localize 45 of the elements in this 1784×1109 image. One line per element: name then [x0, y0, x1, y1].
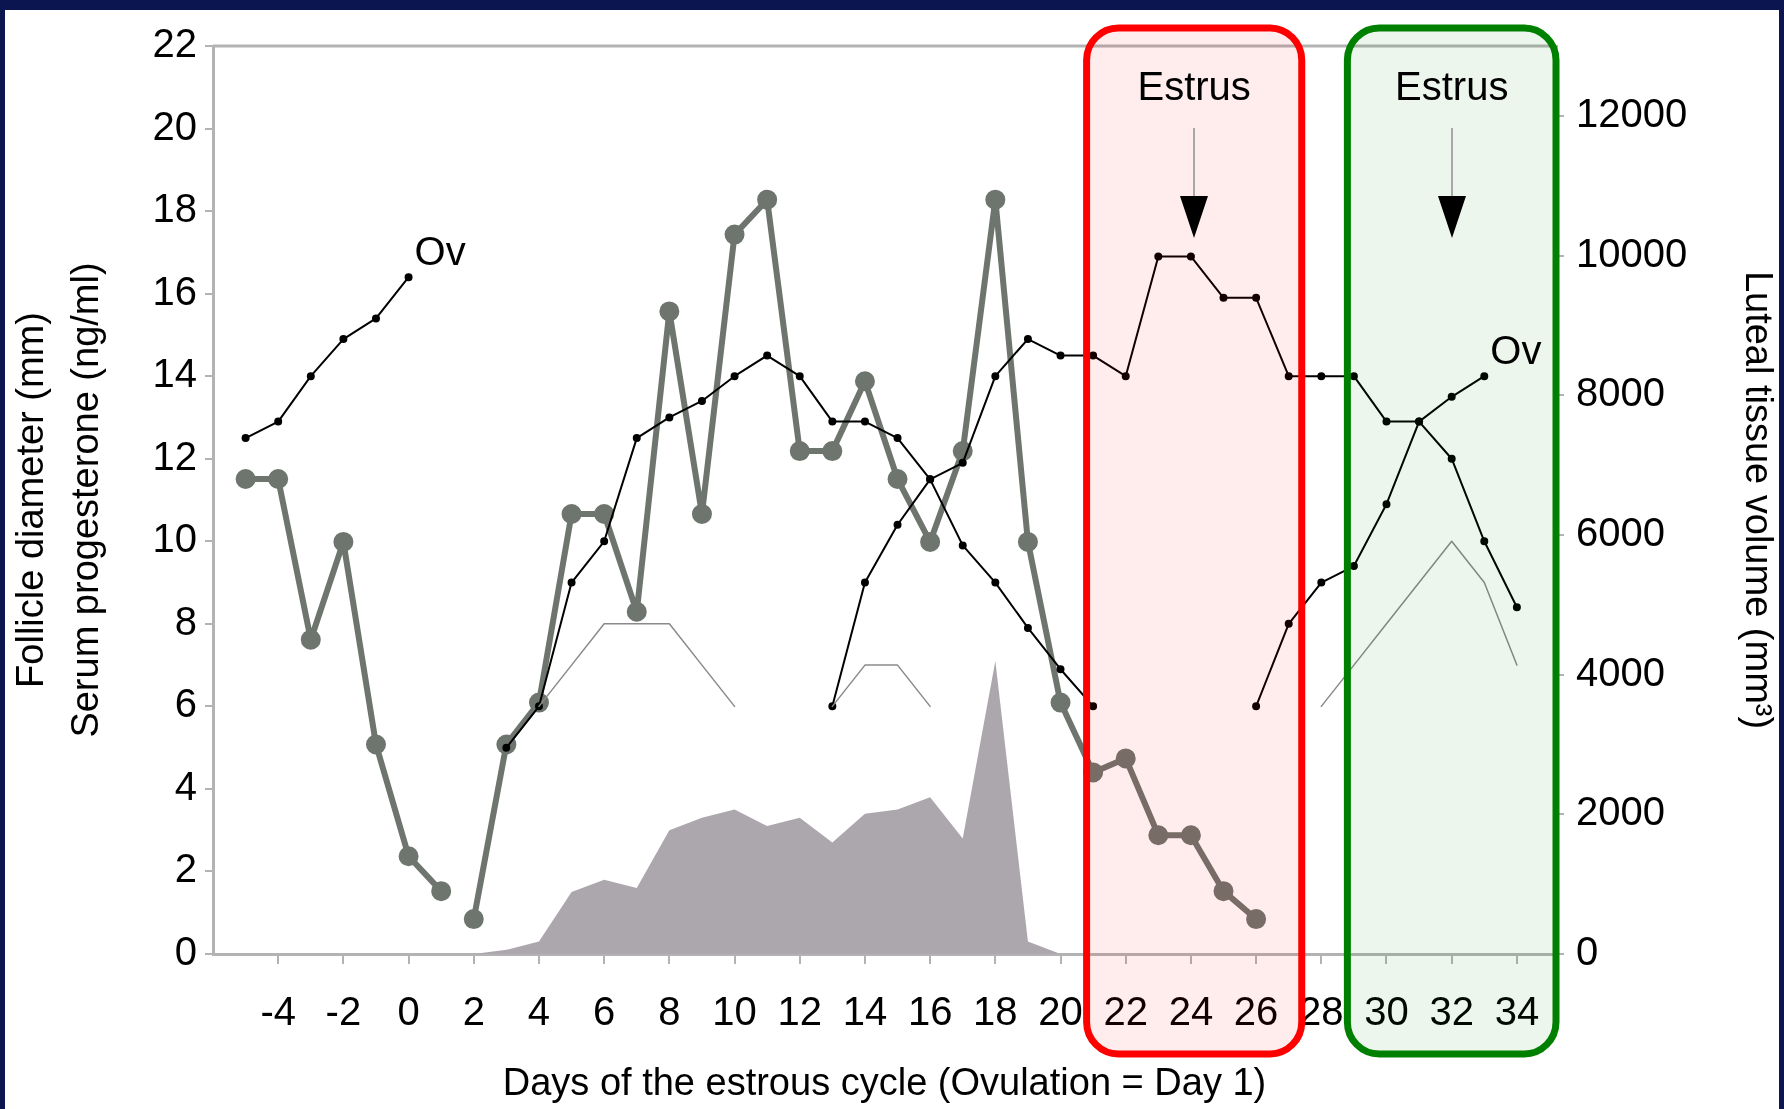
- band-label: Estrus: [1395, 64, 1509, 108]
- y-tick-label: 2: [174, 846, 197, 891]
- x-tick-label: 32: [1429, 989, 1474, 1034]
- y2-tick-label: 4000: [1576, 649, 1665, 694]
- x-tick-label: 12: [777, 989, 822, 1034]
- y2-axis-title: Luteal tissue volume (mm³): [1737, 270, 1780, 730]
- x-tick-label: -2: [325, 989, 362, 1034]
- y-tick-label: 10: [152, 516, 197, 561]
- x-tick-label: 18: [973, 989, 1018, 1034]
- y-tick-label: 22: [152, 21, 197, 66]
- y-tick-label: 18: [152, 186, 197, 231]
- y-tick-label: 6: [174, 681, 197, 726]
- annotation: Ov: [414, 229, 466, 274]
- y-tick-label: 12: [152, 433, 197, 478]
- y-tick-label: 8: [174, 598, 197, 643]
- x-tick-label: 26: [1233, 989, 1279, 1034]
- x-tick-label: 4: [527, 989, 551, 1034]
- y-tick-label: 4: [174, 763, 197, 808]
- x-tick-label: 6: [593, 989, 616, 1034]
- x-tick-label: 22: [1103, 989, 1148, 1034]
- annotation: Ov: [1490, 328, 1542, 373]
- x-tick-label: 8: [658, 989, 681, 1034]
- x-tick-label: 14: [842, 989, 888, 1034]
- x-tick-label: 16: [907, 989, 953, 1034]
- y2-tick-label: 2000: [1576, 789, 1665, 834]
- band-label: Estrus: [1137, 64, 1251, 108]
- x-tick-label: 10: [712, 989, 757, 1034]
- x-tick-label: 2: [462, 989, 485, 1034]
- y-tick-label: 16: [152, 268, 197, 313]
- x-tick-label: -4: [260, 989, 296, 1034]
- x-tick-label: 34: [1494, 989, 1540, 1034]
- x-tick-label: 0: [397, 989, 420, 1034]
- y2-tick-label: 8000: [1576, 370, 1665, 415]
- x-tick-label: 20: [1038, 989, 1083, 1034]
- y-tick-label: 14: [152, 351, 197, 396]
- y2-tick-label: 10000: [1576, 230, 1688, 275]
- x-tick-label: 30: [1364, 989, 1409, 1034]
- y2-tick-label: 0: [1576, 929, 1599, 974]
- y2-tick-label: 6000: [1576, 509, 1665, 554]
- y-tick-label: 0: [174, 929, 197, 974]
- y-tick-label: 20: [152, 103, 197, 148]
- y2-tick-label: 12000: [1576, 90, 1688, 135]
- x-axis-title: Days of the estrous cycle (Ovulation = Day 1): [502, 1060, 1267, 1103]
- x-tick-label: 24: [1168, 989, 1214, 1034]
- y-axis-title: Follicle diameter (mm) Serum progesterone (ng/ml): [9, 262, 107, 738]
